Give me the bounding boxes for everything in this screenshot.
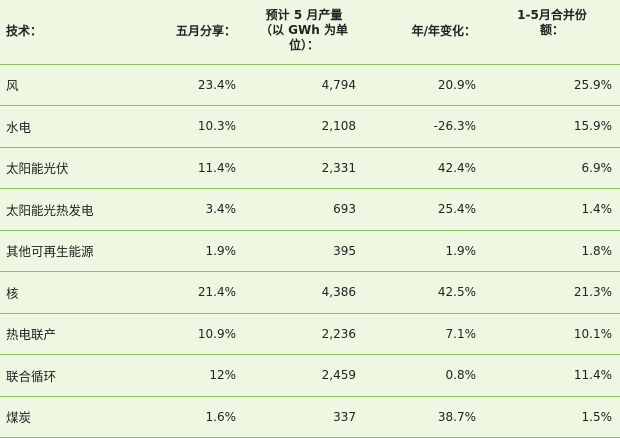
header-estimated-output-line3: 位）： xyxy=(288,38,319,52)
cell-estimated-output: 4,386 xyxy=(244,271,364,314)
cell-technology: 热电联产 xyxy=(0,313,124,355)
cell-ytd-share: 1.4% xyxy=(484,188,620,231)
cell-estimated-output: 395 xyxy=(244,230,364,272)
cell-yoy-change: 38.7% xyxy=(364,396,484,438)
cell-ytd-share: 11.4% xyxy=(484,354,620,397)
cell-estimated-output: 2,108 xyxy=(244,105,364,148)
cell-may-share: 12% xyxy=(124,354,244,397)
table-row: 太阳能光热发电 3.4% 693 25.4% 1.4% xyxy=(0,188,620,231)
header-estimated-output: 预计 5 月产量 （以 GWh 为单 位）： xyxy=(244,0,364,65)
header-row: 技术： 五月分享： 预计 5 月产量 （以 GWh 为单 位）： 年/年变化： … xyxy=(0,0,620,65)
cell-estimated-output: 2,459 xyxy=(244,354,364,397)
table-row: 核 21.4% 4,386 42.5% 21.3% xyxy=(0,271,620,314)
cell-yoy-change: 7.1% xyxy=(364,313,484,355)
cell-yoy-change: 0.8% xyxy=(364,354,484,397)
header-ytd-share: 1-5月合并份 额： xyxy=(484,0,620,65)
cell-estimated-output: 693 xyxy=(244,188,364,231)
cell-ytd-share: 15.9% xyxy=(484,105,620,148)
header-tech: 技术： xyxy=(0,0,124,65)
cell-estimated-output: 4,794 xyxy=(244,64,364,106)
cell-may-share: 11.4% xyxy=(124,147,244,189)
cell-yoy-change: 42.4% xyxy=(364,147,484,189)
cell-technology: 水电 xyxy=(0,105,124,148)
table-row: 太阳能光伏 11.4% 2,331 42.4% 6.9% xyxy=(0,147,620,189)
cell-may-share: 1.6% xyxy=(124,396,244,438)
cell-yoy-change: 20.9% xyxy=(364,64,484,106)
table-row: 煤炭 1.6% 337 38.7% 1.5% xyxy=(0,396,620,438)
cell-estimated-output: 337 xyxy=(244,396,364,438)
cell-estimated-output: 2,236 xyxy=(244,313,364,355)
cell-may-share: 10.9% xyxy=(124,313,244,355)
table-row: 热电联产 10.9% 2,236 7.1% 10.1% xyxy=(0,313,620,355)
cell-ytd-share: 21.3% xyxy=(484,271,620,314)
header-ytd-share-line1: 1-5月合并份 xyxy=(517,8,587,22)
cell-ytd-share: 25.9% xyxy=(484,64,620,106)
cell-yoy-change: 1.9% xyxy=(364,230,484,272)
table-row: 风 23.4% 4,794 20.9% 25.9% xyxy=(0,64,620,106)
cell-ytd-share: 10.1% xyxy=(484,313,620,355)
cell-yoy-change: -26.3% xyxy=(364,105,484,148)
cell-ytd-share: 1.8% xyxy=(484,230,620,272)
cell-ytd-share: 1.5% xyxy=(484,396,620,438)
cell-may-share: 10.3% xyxy=(124,105,244,148)
cell-technology: 太阳能光伏 xyxy=(0,147,124,189)
header-estimated-output-line2: （以 GWh 为单 xyxy=(260,23,348,37)
cell-yoy-change: 42.5% xyxy=(364,271,484,314)
table-row: 水电 10.3% 2,108 -26.3% 15.9% xyxy=(0,105,620,148)
header-yoy-change: 年/年变化： xyxy=(364,0,484,65)
cell-ytd-share: 6.9% xyxy=(484,147,620,189)
cell-yoy-change: 25.4% xyxy=(364,188,484,231)
cell-may-share: 1.9% xyxy=(124,230,244,272)
header-estimated-output-line1: 预计 5 月产量 xyxy=(265,8,343,22)
cell-may-share: 3.4% xyxy=(124,188,244,231)
cell-technology: 煤炭 xyxy=(0,396,124,438)
cell-technology: 太阳能光热发电 xyxy=(0,188,124,231)
header-ytd-share-line2: 额： xyxy=(539,23,564,37)
cell-may-share: 21.4% xyxy=(124,271,244,314)
cell-may-share: 23.4% xyxy=(124,64,244,106)
table-row: 联合循环 12% 2,459 0.8% 11.4% xyxy=(0,354,620,397)
cell-technology: 核 xyxy=(0,271,124,314)
header-may-share: 五月分享： xyxy=(124,0,244,65)
table-row: 其他可再生能源 1.9% 395 1.9% 1.8% xyxy=(0,230,620,272)
cell-technology: 联合循环 xyxy=(0,354,124,397)
cell-estimated-output: 2,331 xyxy=(244,147,364,189)
cell-technology: 风 xyxy=(0,64,124,106)
cell-technology: 其他可再生能源 xyxy=(0,230,124,272)
